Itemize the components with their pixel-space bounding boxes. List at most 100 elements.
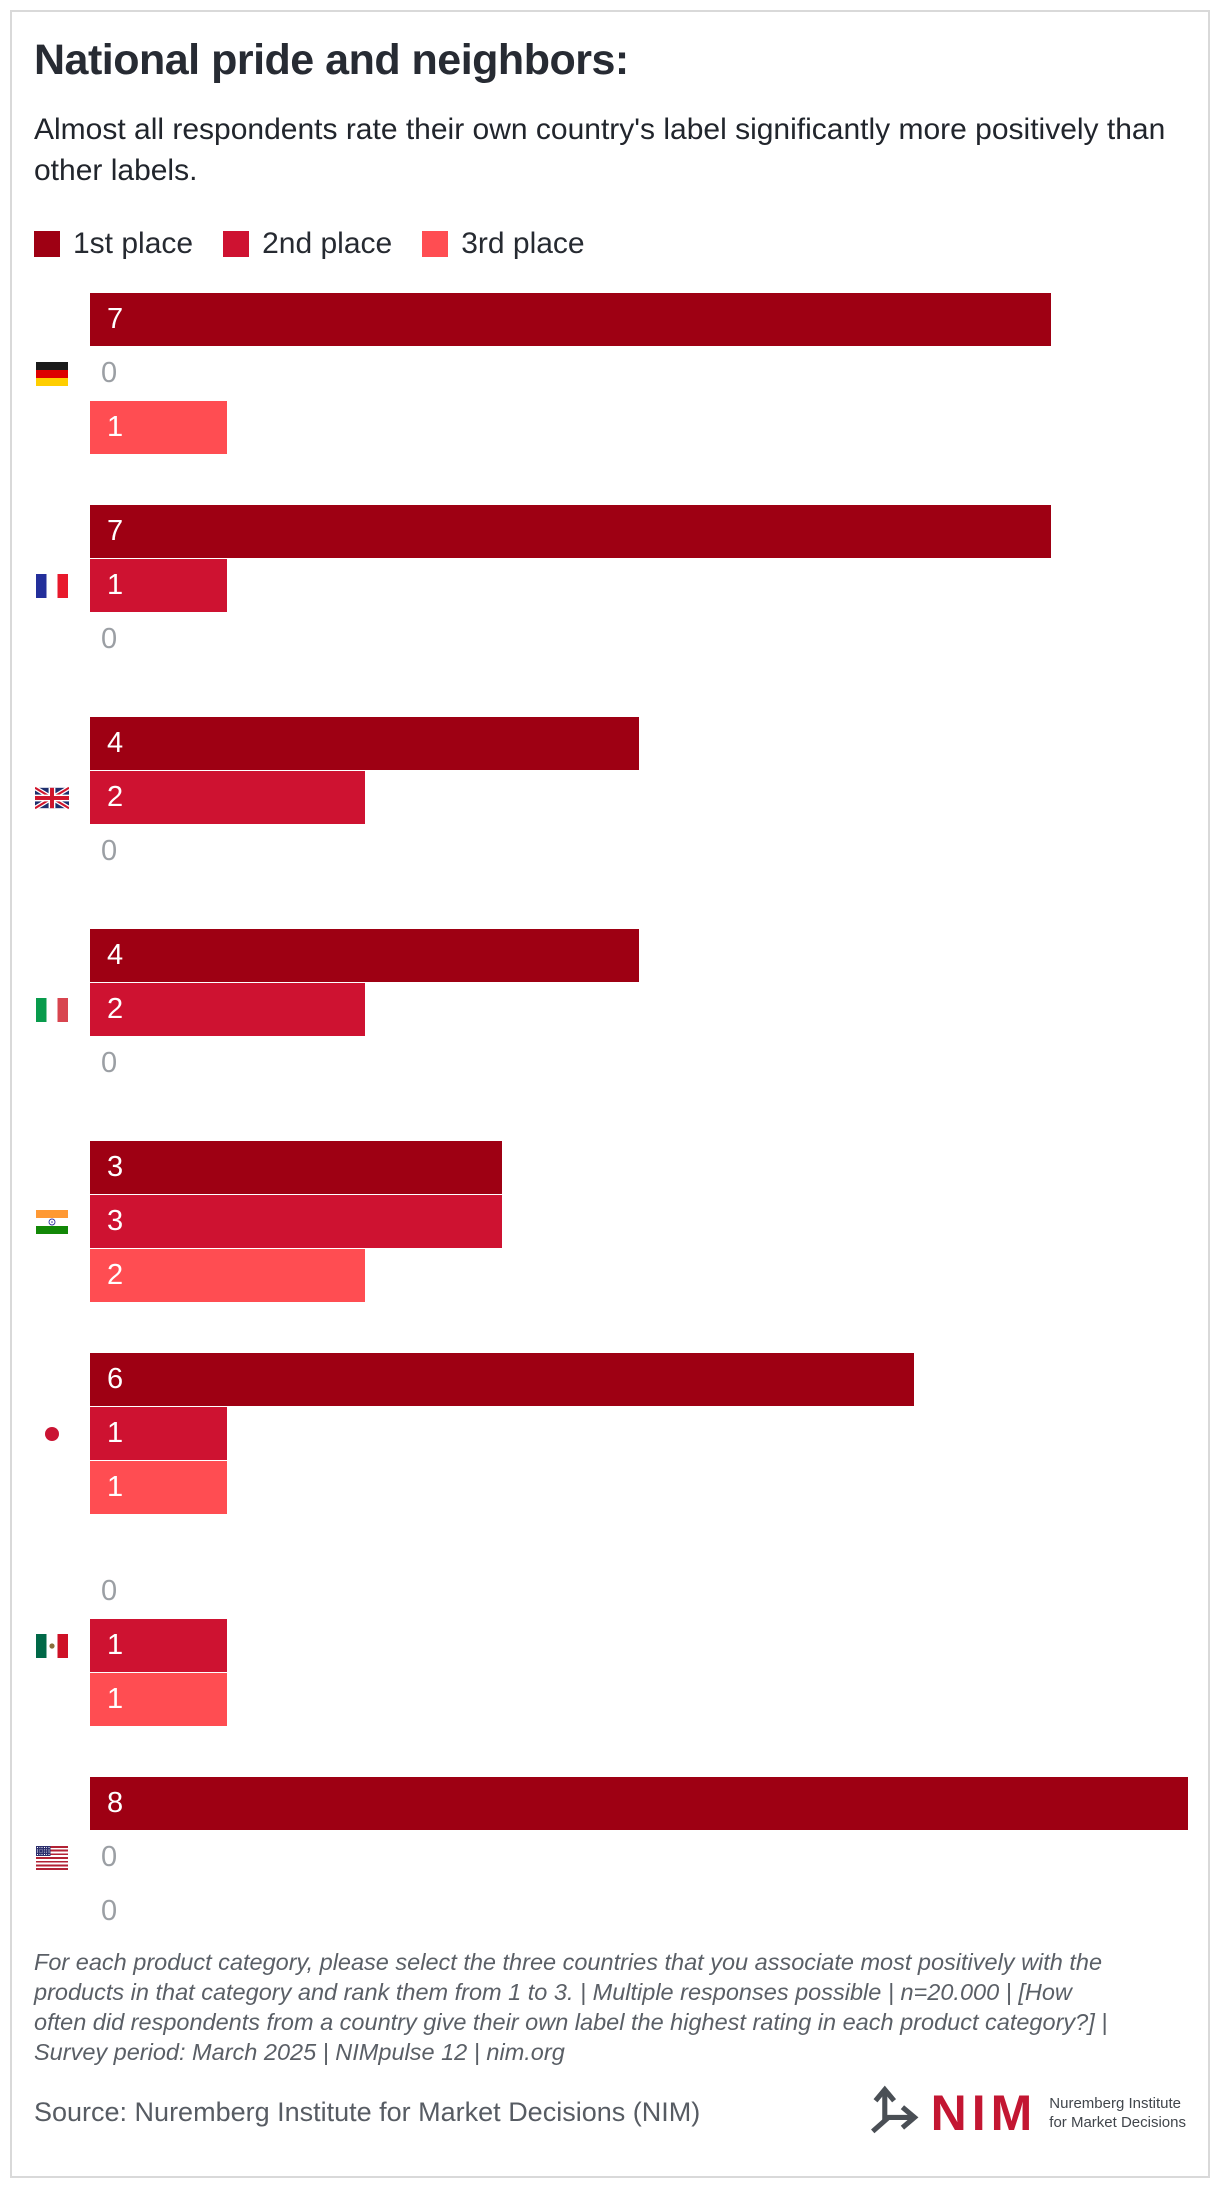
bars-usa: 8 0 0 <box>90 1777 1188 1939</box>
nim-logo-line2: for Market Decisions <box>1049 2113 1186 2131</box>
bar-row-rank-1: 6 <box>90 1353 1186 1407</box>
bar-india-rank-2: 3 <box>90 1195 502 1248</box>
bar-uk-rank-2: 2 <box>90 771 365 824</box>
bar-france-rank-1: 7 <box>90 505 1051 558</box>
mexico-flag-icon <box>34 1565 70 1727</box>
bar-row-rank-1: 0 <box>90 1565 1186 1619</box>
bar-france-rank-2: 1 <box>90 559 228 612</box>
legend-swatch-icon <box>223 231 250 257</box>
source-row: Source: Nuremberg Institute for Market D… <box>34 2083 1186 2142</box>
bar-value-label: 1 <box>107 411 124 443</box>
uk-flag-icon <box>34 717 70 879</box>
bar-value-label: 1 <box>107 1629 124 1661</box>
zero-value-label: 0 <box>101 1047 118 1079</box>
nim-arrows-icon <box>869 2083 921 2142</box>
bar-india-rank-3: 2 <box>90 1249 365 1302</box>
bar-value-label: 6 <box>107 1363 124 1395</box>
bar-mexico-rank-3: 1 <box>90 1673 228 1726</box>
bar-italy-rank-2: 2 <box>90 983 365 1036</box>
bar-chart: 7 0 1 7 1 0 4 2 0 4 2 0 3 3 2 6 1 1 0 1 1 8 0 0 <box>34 293 1188 1939</box>
bar-row-rank-1: 8 <box>90 1777 1188 1831</box>
bars-italy: 4 2 0 <box>90 929 1186 1091</box>
chart-card: National pride and neighbors: Almost all… <box>10 10 1210 2178</box>
bar-value-label: 1 <box>107 569 124 601</box>
bars-france: 7 1 0 <box>90 505 1186 667</box>
legend-label: 3rd place <box>461 227 585 260</box>
bar-value-label: 2 <box>107 781 124 813</box>
bar-row-rank-2: 2 <box>90 771 1186 825</box>
bar-row-rank-3: 0 <box>90 613 1186 667</box>
nim-logo-line1: Nuremberg Institute <box>1049 2094 1182 2112</box>
bar-value-label: 4 <box>107 727 124 759</box>
country-row-japan: 6 1 1 <box>34 1353 1186 1515</box>
country-row-mexico: 0 1 1 <box>34 1565 1186 1727</box>
bar-row-rank-1: 4 <box>90 929 1186 983</box>
bar-row-rank-3: 2 <box>90 1249 1186 1303</box>
italy-flag-icon <box>34 929 70 1091</box>
bar-row-rank-3: 1 <box>90 1461 1186 1515</box>
bars-uk: 4 2 0 <box>90 717 1186 879</box>
country-row-france: 7 1 0 <box>34 505 1186 667</box>
bar-japan-rank-2: 1 <box>90 1407 228 1460</box>
legend-swatch-icon <box>34 231 60 257</box>
bar-row-rank-3: 0 <box>90 1037 1186 1091</box>
japan-flag-icon <box>34 1353 70 1515</box>
bar-value-label: 3 <box>107 1205 124 1237</box>
nim-logo-text: Nuremberg Institute for Market Decisions <box>1049 2094 1186 2132</box>
bar-row-rank-2: 0 <box>90 1831 1188 1885</box>
nim-logo: NIM Nuremberg Institute for Market Decis… <box>869 2083 1186 2142</box>
india-flag-icon <box>34 1141 70 1303</box>
bar-india-rank-1: 3 <box>90 1141 502 1194</box>
bar-row-rank-2: 2 <box>90 983 1186 1037</box>
zero-value-label: 0 <box>101 1575 118 1607</box>
legend-item-1: 1st place <box>34 227 193 261</box>
nim-wordmark: NIM <box>930 2084 1038 2141</box>
legend-label: 2nd place <box>262 227 393 260</box>
bar-row-rank-1: 7 <box>90 505 1186 559</box>
legend-item-2: 2nd place <box>223 227 392 261</box>
source-text: Source: Nuremberg Institute for Market D… <box>34 2097 701 2127</box>
zero-value-label: 0 <box>101 623 118 655</box>
bar-row-rank-1: 3 <box>90 1141 1186 1195</box>
country-row-usa: 8 0 0 <box>34 1777 1188 1939</box>
bar-value-label: 1 <box>107 1417 124 1449</box>
zero-value-label: 0 <box>101 1895 118 1927</box>
bar-mexico-rank-2: 1 <box>90 1619 228 1672</box>
bar-row-rank-2: 1 <box>90 559 1186 613</box>
bar-row-rank-1: 7 <box>90 293 1186 347</box>
bar-row-rank-2: 0 <box>90 347 1186 401</box>
bar-value-label: 8 <box>107 1787 124 1819</box>
bar-value-label: 2 <box>107 993 124 1025</box>
bars-india: 3 3 2 <box>90 1141 1186 1303</box>
france-flag-icon <box>34 505 70 667</box>
bar-value-label: 1 <box>107 1471 124 1503</box>
country-row-uk: 4 2 0 <box>34 717 1186 879</box>
page-title: National pride and neighbors: <box>34 36 629 84</box>
country-row-india: 3 3 2 <box>34 1141 1186 1303</box>
bar-row-rank-2: 3 <box>90 1195 1186 1249</box>
chart-subtitle: Almost all respondents rate their own co… <box>34 113 1166 187</box>
bar-germany-rank-3: 1 <box>90 401 228 454</box>
bar-value-label: 2 <box>107 1259 124 1291</box>
bars-germany: 7 0 1 <box>90 293 1186 455</box>
country-row-germany: 7 0 1 <box>34 293 1186 455</box>
bar-row-rank-3: 0 <box>90 1885 1188 1939</box>
bar-japan-rank-1: 6 <box>90 1353 914 1406</box>
bar-value-label: 3 <box>107 1151 124 1183</box>
zero-value-label: 0 <box>101 1841 118 1873</box>
bar-row-rank-2: 1 <box>90 1619 1186 1673</box>
bar-value-label: 4 <box>107 939 124 971</box>
bar-row-rank-3: 1 <box>90 1673 1186 1727</box>
zero-value-label: 0 <box>101 357 118 389</box>
bar-italy-rank-1: 4 <box>90 929 639 982</box>
legend-swatch-icon <box>422 231 449 257</box>
country-row-italy: 4 2 0 <box>34 929 1186 1091</box>
bar-germany-rank-1: 7 <box>90 293 1051 346</box>
bar-value-label: 7 <box>107 303 124 335</box>
bar-row-rank-3: 0 <box>90 825 1186 879</box>
bar-usa-rank-1: 8 <box>90 1777 1188 1830</box>
zero-value-label: 0 <box>101 835 118 867</box>
bar-uk-rank-1: 4 <box>90 717 639 770</box>
germany-flag-icon <box>34 293 70 455</box>
usa-flag-icon <box>34 1777 70 1939</box>
